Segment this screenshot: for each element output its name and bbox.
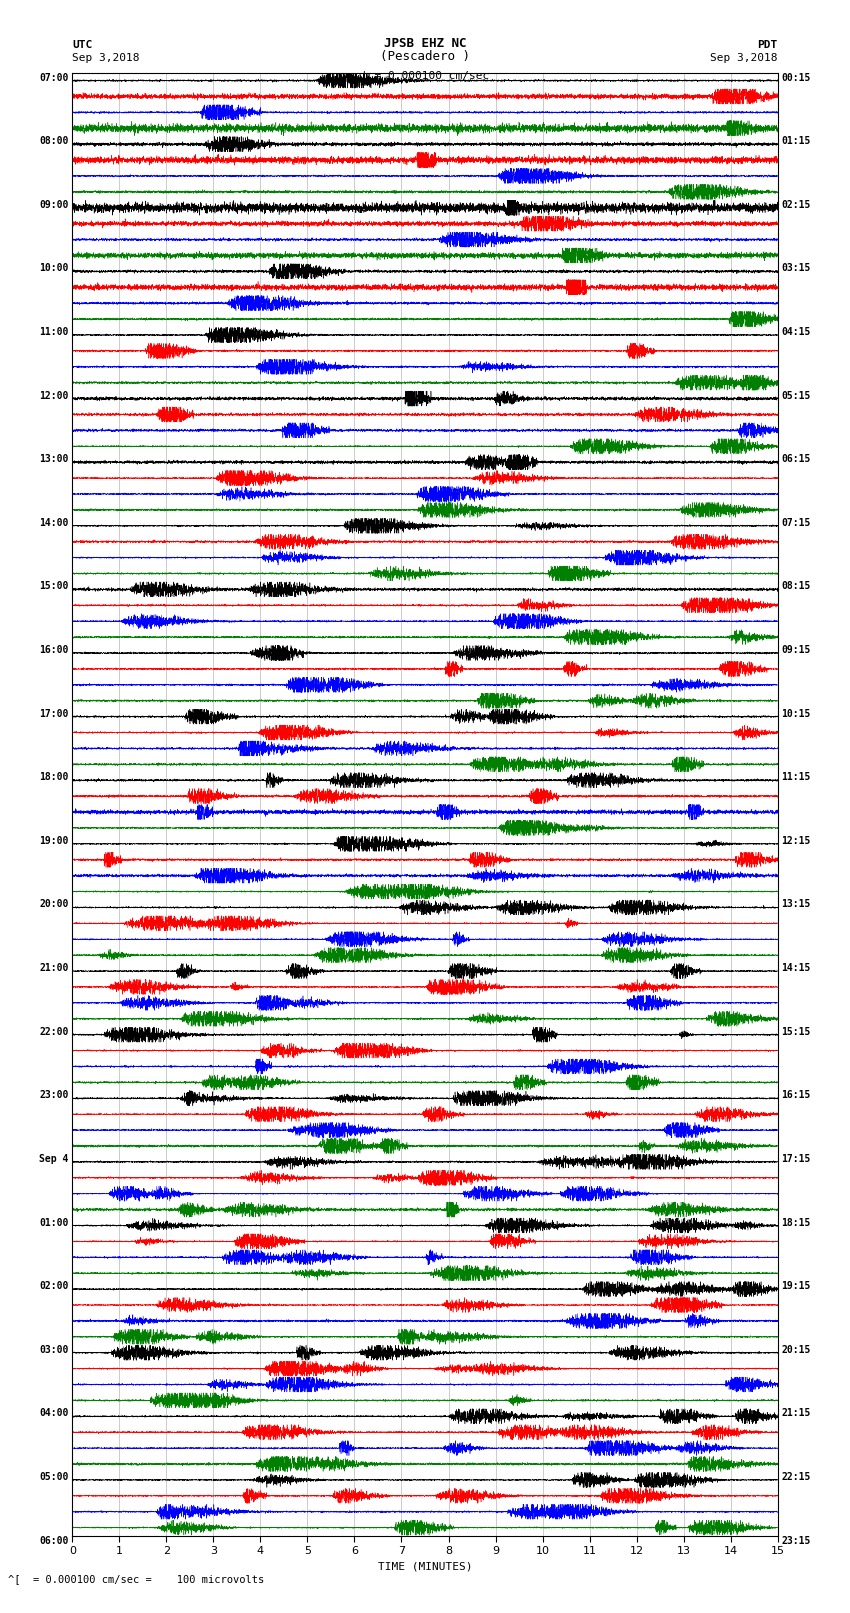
Text: 23:15: 23:15: [781, 1536, 811, 1545]
Text: 01:00: 01:00: [39, 1218, 69, 1227]
Text: 15:15: 15:15: [781, 1027, 811, 1037]
Text: 19:15: 19:15: [781, 1281, 811, 1290]
Text: 12:00: 12:00: [39, 390, 69, 400]
Text: 21:00: 21:00: [39, 963, 69, 973]
Text: 14:00: 14:00: [39, 518, 69, 527]
Text: 04:15: 04:15: [781, 327, 811, 337]
Text: 09:00: 09:00: [39, 200, 69, 210]
Text: 05:15: 05:15: [781, 390, 811, 400]
Text: Sep 3,2018: Sep 3,2018: [72, 53, 139, 63]
Text: ^[  = 0.000100 cm/sec =    100 microvolts: ^[ = 0.000100 cm/sec = 100 microvolts: [8, 1574, 264, 1584]
Text: 18:15: 18:15: [781, 1218, 811, 1227]
Text: 15:00: 15:00: [39, 581, 69, 592]
Text: 08:00: 08:00: [39, 135, 69, 147]
Text: 10:00: 10:00: [39, 263, 69, 274]
Text: 11:00: 11:00: [39, 327, 69, 337]
Text: 21:15: 21:15: [781, 1408, 811, 1418]
Text: 02:15: 02:15: [781, 200, 811, 210]
Text: 20:15: 20:15: [781, 1345, 811, 1355]
Text: 07:00: 07:00: [39, 73, 69, 82]
Text: 04:00: 04:00: [39, 1408, 69, 1418]
Text: 12:15: 12:15: [781, 836, 811, 845]
Text: 17:15: 17:15: [781, 1153, 811, 1165]
Text: 23:00: 23:00: [39, 1090, 69, 1100]
Text: UTC: UTC: [72, 40, 93, 50]
Text: 09:15: 09:15: [781, 645, 811, 655]
Text: 16:00: 16:00: [39, 645, 69, 655]
Text: 06:00: 06:00: [39, 1536, 69, 1545]
Text: 13:15: 13:15: [781, 900, 811, 910]
Text: 20:00: 20:00: [39, 900, 69, 910]
Text: 19:00: 19:00: [39, 836, 69, 845]
Text: 00:15: 00:15: [781, 73, 811, 82]
Text: 16:15: 16:15: [781, 1090, 811, 1100]
Text: 08:15: 08:15: [781, 581, 811, 592]
Text: (Pescadero ): (Pescadero ): [380, 50, 470, 63]
X-axis label: TIME (MINUTES): TIME (MINUTES): [377, 1561, 473, 1571]
Text: Sep 4: Sep 4: [39, 1153, 69, 1165]
Text: 22:15: 22:15: [781, 1473, 811, 1482]
Text: Sep 3,2018: Sep 3,2018: [711, 53, 778, 63]
Text: 17:00: 17:00: [39, 708, 69, 719]
Text: 02:00: 02:00: [39, 1281, 69, 1290]
Text: 14:15: 14:15: [781, 963, 811, 973]
Text: 11:15: 11:15: [781, 773, 811, 782]
Text: PDT: PDT: [757, 40, 778, 50]
Text: 07:15: 07:15: [781, 518, 811, 527]
Text: 22:00: 22:00: [39, 1027, 69, 1037]
Text: 03:00: 03:00: [39, 1345, 69, 1355]
Text: 18:00: 18:00: [39, 773, 69, 782]
Text: JPSB EHZ NC: JPSB EHZ NC: [383, 37, 467, 50]
Text: 05:00: 05:00: [39, 1473, 69, 1482]
Text: 01:15: 01:15: [781, 135, 811, 147]
Text: | = 0.000100 cm/sec: | = 0.000100 cm/sec: [361, 71, 489, 82]
Text: 06:15: 06:15: [781, 455, 811, 465]
Text: 03:15: 03:15: [781, 263, 811, 274]
Text: 13:00: 13:00: [39, 455, 69, 465]
Text: 10:15: 10:15: [781, 708, 811, 719]
